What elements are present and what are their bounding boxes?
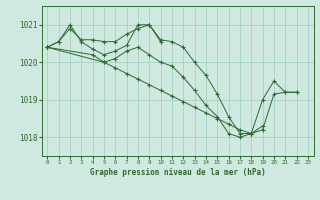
X-axis label: Graphe pression niveau de la mer (hPa): Graphe pression niveau de la mer (hPa): [90, 168, 266, 177]
